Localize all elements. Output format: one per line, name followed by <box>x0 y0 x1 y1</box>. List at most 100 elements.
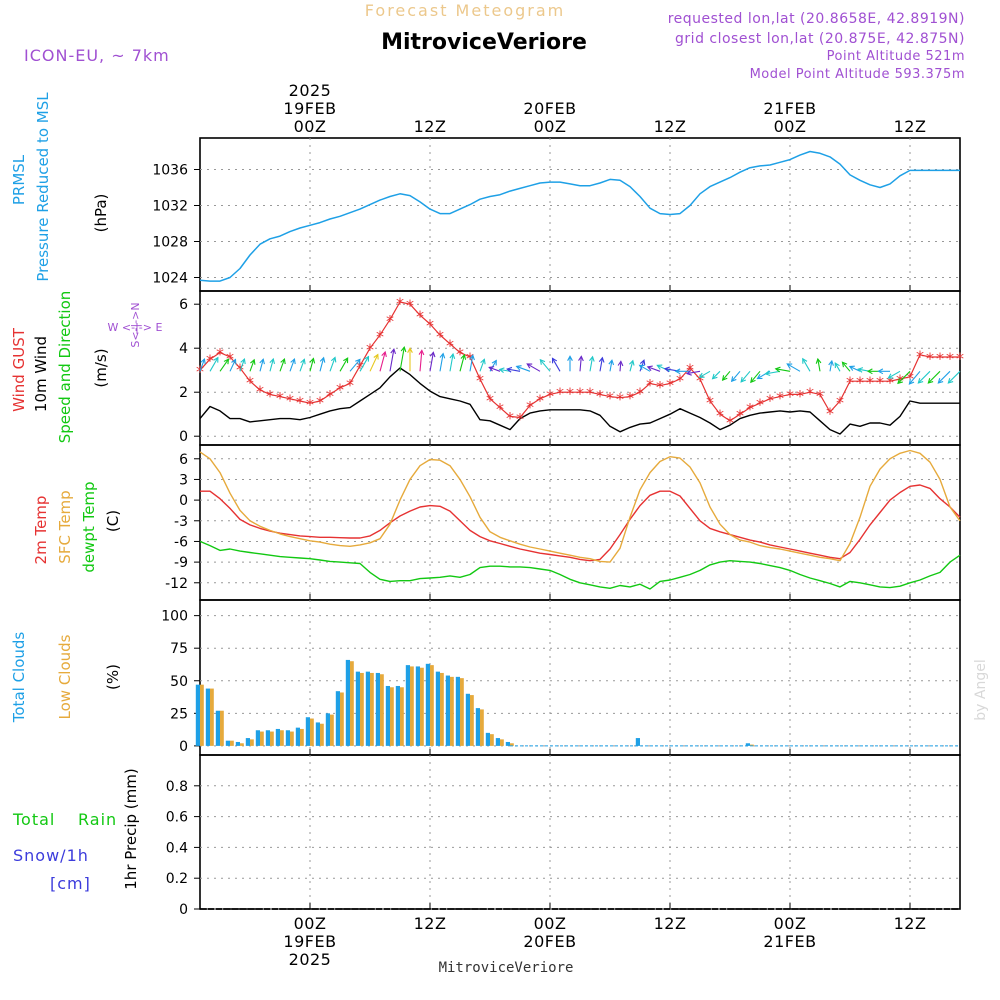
axis-label-sfc: SFC Temp <box>56 490 74 563</box>
panel-4: 0 25 50 75 100 <box>161 599 961 756</box>
gust-marker: * <box>346 375 354 394</box>
low-cloud-bar <box>390 687 394 746</box>
wind-arrow-head <box>429 351 436 358</box>
low-cloud-bar <box>470 695 474 746</box>
gust-marker: * <box>646 375 654 394</box>
wind-arrow-head <box>449 352 456 359</box>
wind-arrow-head <box>480 358 486 365</box>
wind-arrow-head <box>469 354 475 361</box>
panel-frame <box>199 754 961 910</box>
wind-arrow-head <box>897 378 903 385</box>
temp2m-line <box>200 484 961 562</box>
gust-marker: * <box>666 375 674 394</box>
wind-arrow-head <box>908 378 915 385</box>
wind-arrow-head <box>927 378 934 384</box>
gust-marker: * <box>776 389 784 408</box>
low-cloud-bar <box>370 672 374 746</box>
wind-arrow-head <box>815 357 822 364</box>
wind-arrow-head <box>774 366 781 373</box>
low-cloud-bar <box>200 684 204 746</box>
wind-arrow-head <box>617 360 624 367</box>
gust-marker: * <box>606 389 614 408</box>
y-tick-label: 6 <box>179 452 188 468</box>
low-cloud-bar <box>280 730 284 746</box>
low-cloud-bar <box>750 744 754 746</box>
wind-arrow-head <box>355 358 361 365</box>
wind-arrow-head <box>223 358 230 365</box>
wind-arrow-head <box>598 356 605 363</box>
total-cloud-bar <box>295 727 300 746</box>
panel-3: 6 3 0 -3 -6 -9 -12 <box>165 444 961 601</box>
gust-marker: * <box>706 393 714 412</box>
gust-marker: * <box>886 373 894 392</box>
wind-arrow <box>712 370 721 380</box>
gust-marker: * <box>576 384 584 403</box>
wind-arrow <box>786 363 801 372</box>
wind-arrow-head <box>857 367 864 373</box>
y-tick-label: 2 <box>179 385 188 401</box>
low-cloud-bar <box>360 672 364 746</box>
gust-marker: * <box>716 406 724 425</box>
model-label: ICON-EU, ~ 7km <box>24 46 170 65</box>
y-tick-label: 1028 <box>152 235 188 251</box>
low-cloud-bar <box>410 666 414 746</box>
gust-marker: * <box>556 384 564 403</box>
total-cloud-bar <box>475 708 480 746</box>
y-tick-label: 75 <box>170 641 188 657</box>
gust-marker: * <box>696 371 704 390</box>
y-tick-label: 100 <box>161 609 188 625</box>
wind-arrow-head <box>363 355 370 362</box>
low-cloud-bar <box>260 731 264 746</box>
axis-label-2m: 2m Temp <box>32 496 50 565</box>
legend-total: Total <box>12 810 55 829</box>
wind-arrow <box>469 355 474 372</box>
wind-arrow <box>552 358 561 372</box>
top-time-label: 2025 <box>289 81 332 100</box>
y-tick-label: -9 <box>174 555 188 571</box>
low-cloud-bar <box>220 710 224 746</box>
y-tick-label: 1024 <box>152 271 188 287</box>
gust-marker: * <box>936 349 944 368</box>
gust-marker: * <box>516 410 524 429</box>
wind-arrow-head <box>280 358 286 365</box>
wind-arrow <box>917 370 931 384</box>
closest-coords: grid closest lon,lat (20.875E, 42.875N) <box>675 31 965 47</box>
wind-arrow <box>329 357 336 372</box>
wind-arrow <box>589 356 594 372</box>
wind-arrow-head <box>259 358 265 365</box>
total-cloud-bar <box>435 671 440 746</box>
wind-arrow <box>629 360 634 372</box>
low-cloud-bar <box>300 728 304 746</box>
low-cloud-bar <box>250 739 254 746</box>
wind-arrow <box>239 358 245 372</box>
panel-5: 0 0.2 0.4 0.6 0.8 <box>166 754 961 918</box>
total-cloud-bar <box>445 675 450 746</box>
wind-arrow-head <box>786 363 793 369</box>
y-tick-label: 0.6 <box>166 810 188 826</box>
wind-arrow <box>947 370 961 384</box>
wind-arrow <box>339 357 349 372</box>
wind-arrow-head <box>381 350 387 357</box>
low-cloud-bar <box>440 672 444 746</box>
wind-arrow <box>489 366 501 372</box>
top-time-label: 21FEB <box>763 99 816 118</box>
wind-arrow <box>289 358 295 372</box>
app-title: Forecast Meteogram <box>365 1 565 20</box>
wind-arrow <box>829 360 833 372</box>
gust-marker: * <box>456 345 464 364</box>
total-cloud-bar <box>425 663 430 746</box>
wind-arrow-head <box>439 352 446 359</box>
low-cloud-bar <box>380 674 384 746</box>
wind-arrow-head <box>887 373 894 379</box>
gust-marker: * <box>526 397 534 416</box>
total-cloud-bar <box>455 676 460 746</box>
wind-arrow <box>259 359 264 372</box>
gust-marker: * <box>626 389 634 408</box>
wind-arrow-head <box>721 375 728 381</box>
dewpt-line <box>199 540 961 590</box>
low-cloud-bar <box>400 687 404 746</box>
wind-arrow-head <box>578 355 584 362</box>
gust-marker: * <box>206 351 214 370</box>
model-altitude: Model Point Altitude 593.375m <box>750 67 965 82</box>
gust-marker: * <box>306 395 314 414</box>
